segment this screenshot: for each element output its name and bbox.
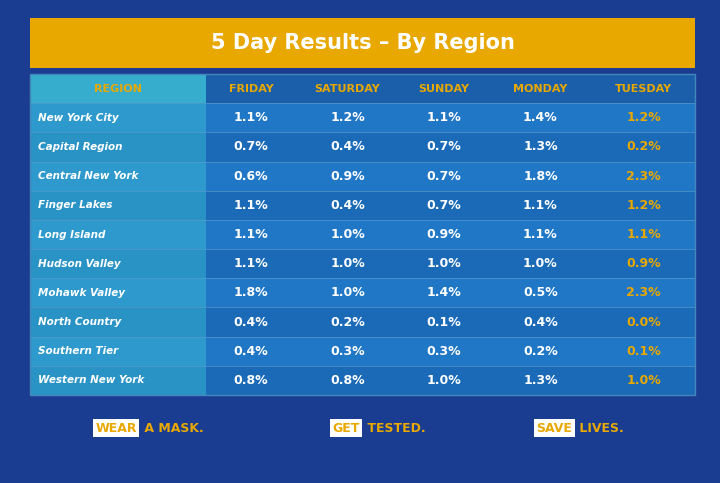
Text: 0.9%: 0.9% <box>427 228 462 241</box>
Text: Southern Tier: Southern Tier <box>38 346 118 356</box>
Text: SAVE: SAVE <box>536 422 572 435</box>
Bar <box>30 308 206 337</box>
Text: 1.8%: 1.8% <box>523 170 558 183</box>
Text: 0.7%: 0.7% <box>234 141 269 154</box>
Text: 0.4%: 0.4% <box>234 315 269 328</box>
Text: Mohawk Valley: Mohawk Valley <box>38 288 125 298</box>
Text: TUESDAY: TUESDAY <box>615 84 672 94</box>
Text: 1.2%: 1.2% <box>626 199 661 212</box>
Text: REGION: REGION <box>94 84 142 94</box>
Text: Capital Region: Capital Region <box>38 142 122 152</box>
Bar <box>30 103 695 132</box>
Text: 1.4%: 1.4% <box>523 111 558 124</box>
Bar <box>30 278 695 308</box>
Text: 5 Day Results – By Region: 5 Day Results – By Region <box>210 33 514 53</box>
Text: 0.4%: 0.4% <box>234 345 269 358</box>
Text: 1.0%: 1.0% <box>330 257 365 270</box>
Text: SATURDAY: SATURDAY <box>315 84 380 94</box>
Text: 0.4%: 0.4% <box>330 199 365 212</box>
Text: 2.3%: 2.3% <box>626 170 661 183</box>
Text: 1.0%: 1.0% <box>330 228 365 241</box>
Text: 0.7%: 0.7% <box>426 199 462 212</box>
Text: 0.2%: 0.2% <box>626 141 661 154</box>
Bar <box>30 308 695 337</box>
Text: 0.1%: 0.1% <box>626 345 661 358</box>
Text: 1.4%: 1.4% <box>426 286 462 299</box>
Bar <box>30 103 206 132</box>
Text: 1.1%: 1.1% <box>234 111 269 124</box>
Text: 1.1%: 1.1% <box>523 199 558 212</box>
Text: 1.0%: 1.0% <box>426 257 462 270</box>
Bar <box>30 366 695 395</box>
Text: Finger Lakes: Finger Lakes <box>38 200 112 210</box>
Text: 1.1%: 1.1% <box>234 228 269 241</box>
Text: Western New York: Western New York <box>38 375 144 385</box>
Text: 0.5%: 0.5% <box>523 286 558 299</box>
Bar <box>30 249 206 278</box>
Text: 1.0%: 1.0% <box>626 374 661 387</box>
Bar <box>30 337 695 366</box>
Bar <box>30 249 695 278</box>
Text: GET: GET <box>333 422 360 435</box>
Text: Central New York: Central New York <box>38 171 138 181</box>
Text: SUNDAY: SUNDAY <box>418 84 469 94</box>
Text: MONDAY: MONDAY <box>513 84 567 94</box>
Text: 0.2%: 0.2% <box>330 315 365 328</box>
Text: 1.0%: 1.0% <box>330 286 365 299</box>
Bar <box>30 74 695 103</box>
Text: 1.3%: 1.3% <box>523 141 558 154</box>
Bar <box>30 366 206 395</box>
Text: 0.1%: 0.1% <box>426 315 462 328</box>
Bar <box>30 74 206 103</box>
Text: Hudson Valley: Hudson Valley <box>38 259 121 269</box>
Text: 0.7%: 0.7% <box>426 170 462 183</box>
Bar <box>30 161 206 191</box>
Text: 1.1%: 1.1% <box>234 257 269 270</box>
Text: 0.9%: 0.9% <box>626 257 661 270</box>
Text: 0.2%: 0.2% <box>523 345 558 358</box>
Bar <box>30 18 695 68</box>
Text: 0.8%: 0.8% <box>234 374 269 387</box>
Text: 0.3%: 0.3% <box>427 345 462 358</box>
Text: LIVES.: LIVES. <box>575 422 624 435</box>
Text: 1.8%: 1.8% <box>234 286 269 299</box>
Text: 0.9%: 0.9% <box>330 170 365 183</box>
Bar <box>30 220 206 249</box>
Text: 2.3%: 2.3% <box>626 286 661 299</box>
Text: 1.3%: 1.3% <box>523 374 558 387</box>
Text: 1.2%: 1.2% <box>626 111 661 124</box>
Text: FRIDAY: FRIDAY <box>229 84 274 94</box>
Bar <box>30 278 206 308</box>
Text: 0.3%: 0.3% <box>330 345 365 358</box>
Text: WEAR: WEAR <box>95 422 137 435</box>
Text: 1.0%: 1.0% <box>426 374 462 387</box>
Text: New York City: New York City <box>38 113 119 123</box>
Text: North Country: North Country <box>38 317 121 327</box>
Text: 0.8%: 0.8% <box>330 374 365 387</box>
Text: 0.4%: 0.4% <box>330 141 365 154</box>
Bar <box>30 337 206 366</box>
Text: 0.6%: 0.6% <box>234 170 269 183</box>
Text: TESTED.: TESTED. <box>363 422 426 435</box>
Bar <box>30 191 695 220</box>
Text: 1.1%: 1.1% <box>426 111 462 124</box>
Bar <box>30 132 695 161</box>
Text: A MASK.: A MASK. <box>140 422 204 435</box>
Text: 1.1%: 1.1% <box>626 228 661 241</box>
Text: 1.0%: 1.0% <box>523 257 558 270</box>
Bar <box>30 220 695 249</box>
Text: 0.7%: 0.7% <box>426 141 462 154</box>
Bar <box>30 161 695 191</box>
Text: 1.2%: 1.2% <box>330 111 365 124</box>
Text: 0.4%: 0.4% <box>523 315 558 328</box>
Text: 0.0%: 0.0% <box>626 315 661 328</box>
Text: Long Island: Long Island <box>38 229 105 240</box>
Text: 1.1%: 1.1% <box>523 228 558 241</box>
Bar <box>30 132 206 161</box>
Bar <box>30 191 206 220</box>
Text: 1.1%: 1.1% <box>234 199 269 212</box>
Bar <box>30 74 695 395</box>
